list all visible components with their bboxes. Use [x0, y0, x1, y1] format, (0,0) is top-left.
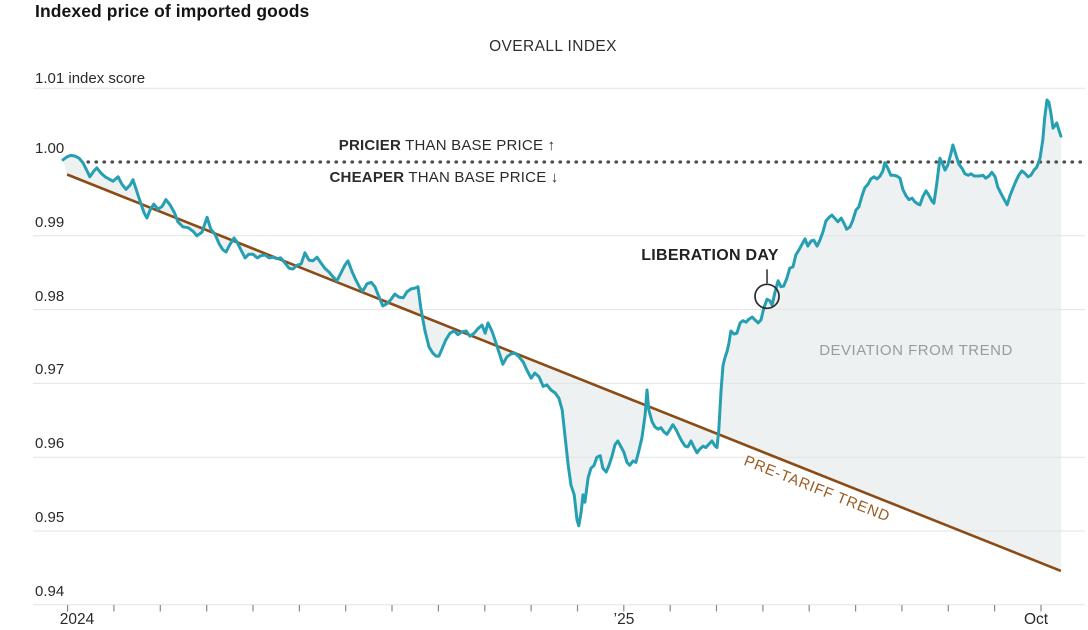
y-axis-tick-label: 0.98 — [35, 288, 65, 305]
x-axis-label: ’25 — [613, 611, 635, 628]
liberation-day-marker-circle — [754, 283, 780, 310]
y-axis-tick-label: 0.95 — [35, 509, 65, 526]
pricier-annotation: PRICIER THAN BASE PRICE ↑ — [339, 137, 555, 154]
deviation-from-trend-label: DEVIATION FROM TREND — [819, 342, 1013, 359]
x-axis-label: Oct — [1023, 611, 1049, 628]
y-axis-tick-label: 0.97 — [35, 361, 65, 378]
chart-subtitle: OVERALL INDEX — [489, 38, 617, 55]
pricier-annotation-bold: PRICIER — [338, 137, 402, 154]
cheaper-annotation-rest: THAN BASE PRICE ↓ — [404, 169, 559, 186]
y-axis-tick-label: 0.94 — [35, 583, 65, 600]
deviation-fill-area — [63, 100, 1061, 571]
x-axis-label: 2024 — [59, 611, 95, 628]
cheaper-annotation: CHEAPER THAN BASE PRICE ↓ — [330, 169, 559, 186]
page-title: Indexed price of imported goods — [35, 1, 310, 21]
y-axis-top-label: 1.01 index score — [35, 70, 146, 87]
overall-index-line — [61, 98, 1063, 528]
pricier-annotation-rest: THAN BASE PRICE ↑ — [401, 137, 556, 154]
y-axis-tick-label: 0.96 — [35, 435, 65, 452]
liberation-day-label: LIBERATION DAY — [641, 247, 779, 264]
cheaper-annotation-bold: CHEAPER — [329, 169, 405, 186]
y-axis-tick-label: 1.00 — [35, 140, 65, 157]
y-axis-tick-label: 0.99 — [35, 214, 65, 231]
